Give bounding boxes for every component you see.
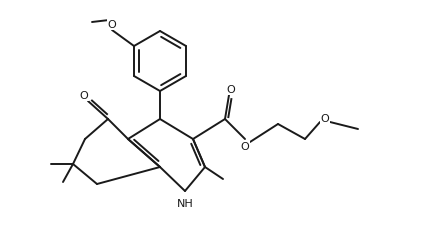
Text: O: O: [80, 91, 88, 101]
Text: NH: NH: [177, 198, 193, 208]
Text: O: O: [321, 114, 330, 123]
Text: O: O: [108, 20, 116, 30]
Text: O: O: [226, 85, 235, 95]
Text: O: O: [241, 141, 250, 151]
